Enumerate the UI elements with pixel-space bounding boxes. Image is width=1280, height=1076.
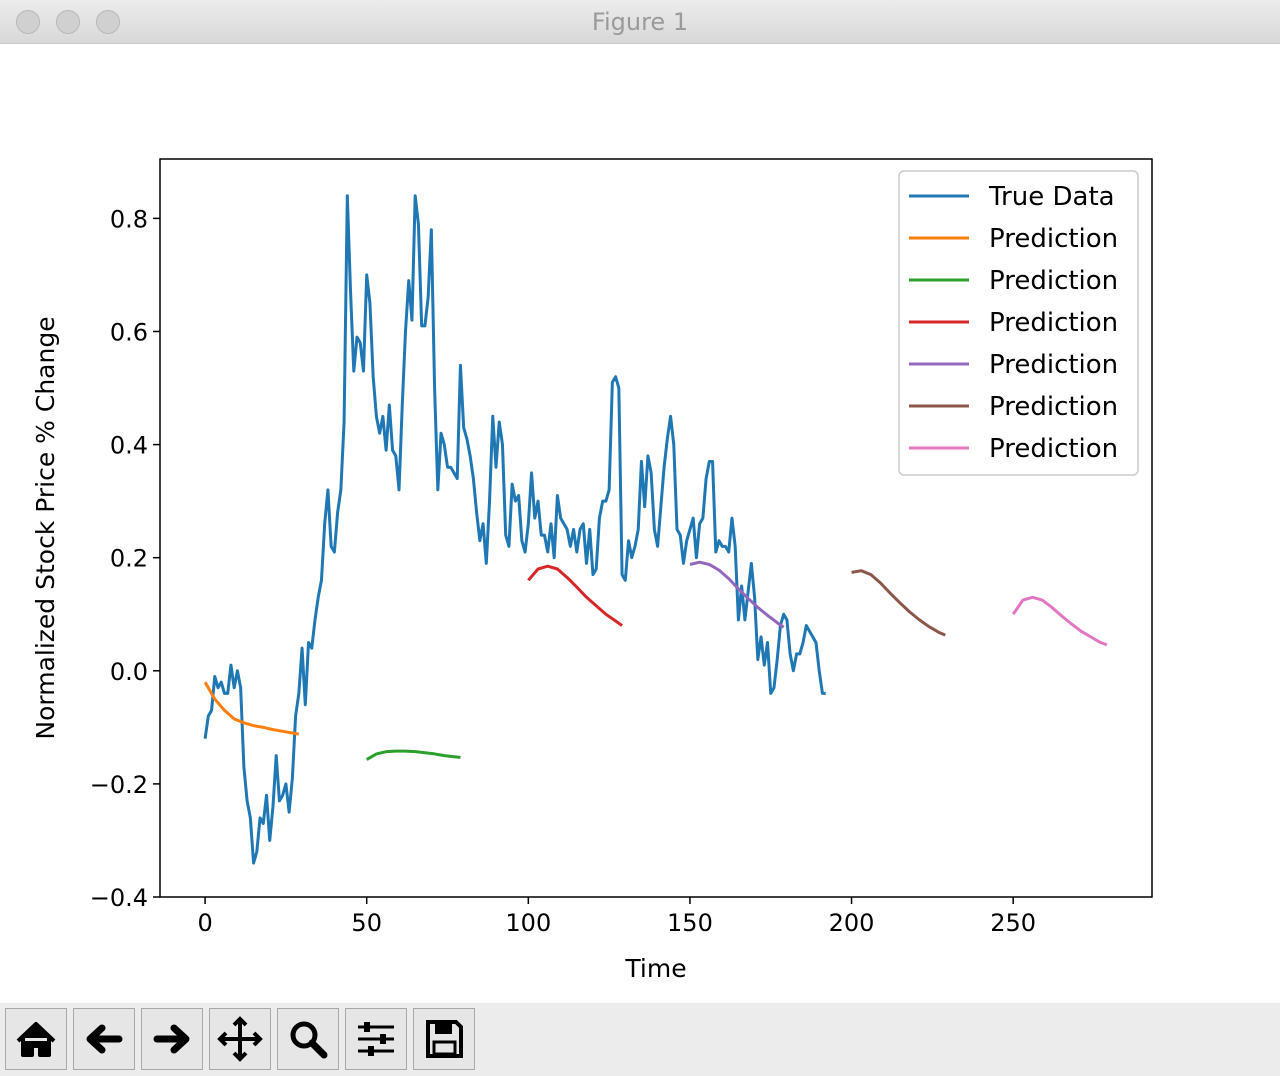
title-bar: Figure 1 xyxy=(0,0,1280,44)
series-line xyxy=(203,194,826,865)
y-tick-label: −0.2 xyxy=(90,771,148,799)
configure-button[interactable] xyxy=(345,1008,407,1070)
window-title: Figure 1 xyxy=(591,8,689,36)
legend-label: Prediction xyxy=(989,224,1118,254)
y-tick-label: 0.2 xyxy=(110,545,148,573)
legend-box xyxy=(898,170,1139,476)
legend-label: Prediction xyxy=(989,308,1118,338)
x-axis-label: Time xyxy=(624,954,686,983)
chart: 0 50 100 150 200 250 −0.4 −0.2 0.0 0.2 0.4 0.6 0.8 Ti… xyxy=(31,158,1153,983)
plot-frame xyxy=(159,158,1153,898)
series-line xyxy=(203,681,300,736)
save-button[interactable] xyxy=(413,1008,475,1070)
y-tick-label: 0.8 xyxy=(110,205,148,233)
legend-label: Prediction xyxy=(989,350,1118,380)
zoom-button[interactable] xyxy=(96,10,120,34)
legend-label: Prediction xyxy=(989,266,1118,296)
x-tick-label: 200 xyxy=(829,909,875,937)
x-tick-label: 100 xyxy=(505,909,551,937)
back-button[interactable] xyxy=(73,1008,135,1070)
series-line xyxy=(365,749,461,761)
x-tick-label: 50 xyxy=(351,909,382,937)
series-line xyxy=(689,560,785,629)
series-line xyxy=(527,564,623,627)
legend-label: Prediction xyxy=(989,392,1118,422)
y-tick-label: −0.4 xyxy=(90,884,148,912)
y-tick-label: 0.6 xyxy=(110,318,148,346)
legend: True Data Prediction Prediction Prediction P… xyxy=(898,170,1139,476)
series-line xyxy=(1011,595,1108,647)
x-tick-label: 250 xyxy=(990,909,1036,937)
legend-label: Prediction xyxy=(989,434,1118,464)
legend-label: True Data xyxy=(988,182,1115,212)
close-button[interactable] xyxy=(16,10,40,34)
forward-button[interactable] xyxy=(141,1008,203,1070)
minimize-button[interactable] xyxy=(56,10,80,34)
y-tick-label: 0.4 xyxy=(110,432,148,460)
x-tick-label: 150 xyxy=(667,909,713,937)
y-tick-label: 0.0 xyxy=(110,658,148,686)
x-tick-label: 0 xyxy=(197,909,212,937)
home-button[interactable] xyxy=(5,1008,67,1070)
zoom-tool-button[interactable] xyxy=(277,1008,339,1070)
toolbar xyxy=(0,1003,1280,1076)
y-axis-label: Normalized Stock Price % Change xyxy=(31,316,60,739)
series-line xyxy=(851,569,946,637)
pan-button[interactable] xyxy=(209,1008,271,1070)
